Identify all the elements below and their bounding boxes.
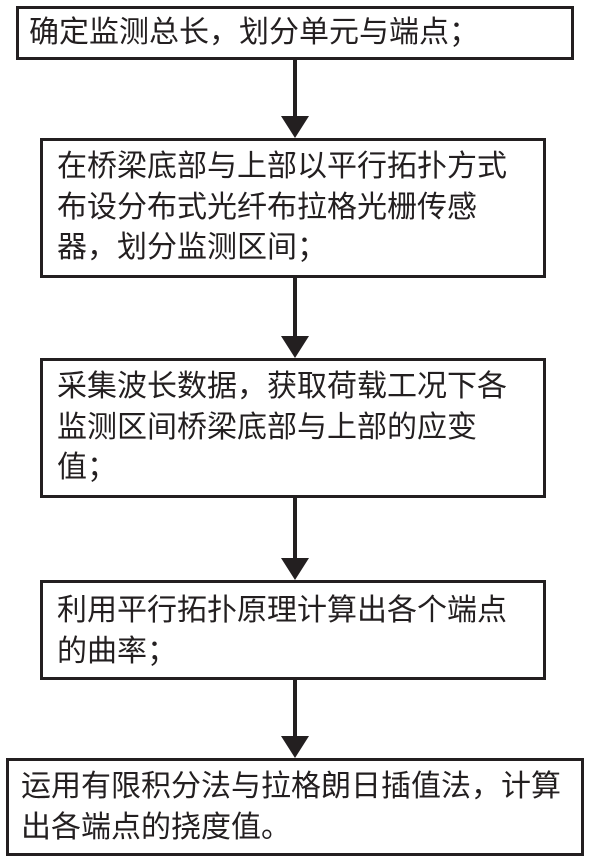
flow-node-1-text: 确定监测总长，划分单元与端点； [29,13,561,54]
flow-node-5-text: 运用有限积分法与拉格朗日插值法，计算出各端点的挠度值。 [21,767,569,848]
arrow-4-head-icon [281,736,309,758]
flow-node-2-text: 在桥梁底部与上部以平行拓扑方式布设分布式光纤布拉格光栅传感器，划分监测区间； [57,147,529,269]
arrow-2-head-icon [281,336,309,358]
arrow-1-shaft [293,60,297,116]
arrow-3-shaft [293,498,297,558]
flow-node-1: 确定监测总长，划分单元与端点； [16,6,574,60]
flow-node-2: 在桥梁底部与上部以平行拓扑方式布设分布式光纤布拉格光栅传感器，划分监测区间； [40,138,546,278]
arrow-4-shaft [293,680,297,736]
arrow-1-head-icon [281,116,309,138]
flow-node-5: 运用有限积分法与拉格朗日插值法，计算出各端点的挠度值。 [6,758,584,856]
flow-node-4-text: 利用平行拓扑原理计算出各个端点的曲率； [57,591,529,672]
flowchart-canvas: 确定监测总长，划分单元与端点； 在桥梁底部与上部以平行拓扑方式布设分布式光纤布拉… [0,0,600,862]
arrow-2-shaft [293,278,297,336]
arrow-3-head-icon [281,558,309,580]
flow-node-4: 利用平行拓扑原理计算出各个端点的曲率； [40,580,546,680]
flow-node-3-text: 采集波长数据，获取荷载工况下各监测区间桥梁底部与上部的应变值； [57,367,529,489]
flow-node-3: 采集波长数据，获取荷载工况下各监测区间桥梁底部与上部的应变值； [40,358,546,498]
